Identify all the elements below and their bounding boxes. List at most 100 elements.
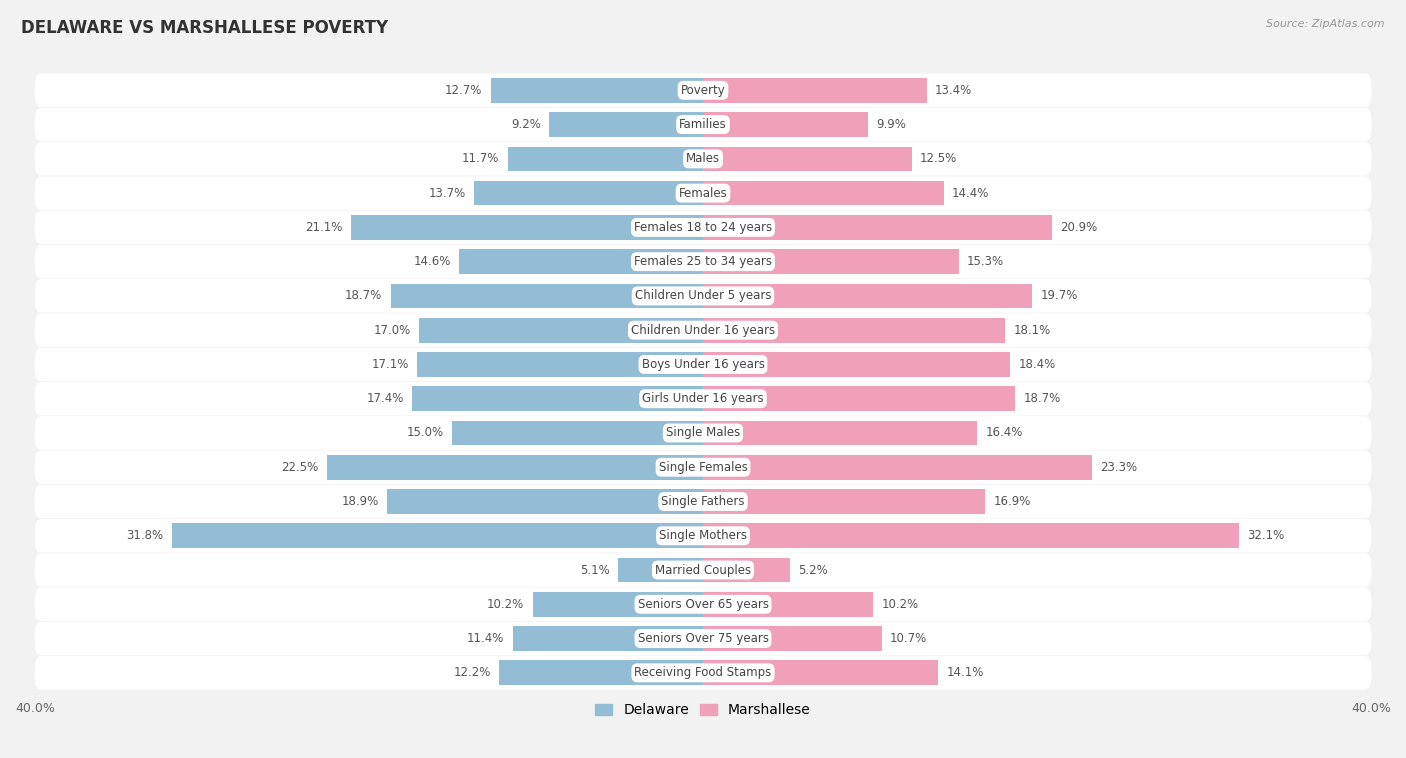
FancyBboxPatch shape	[35, 313, 1371, 347]
FancyBboxPatch shape	[35, 245, 1371, 278]
Text: 12.7%: 12.7%	[446, 84, 482, 97]
Text: 16.9%: 16.9%	[994, 495, 1031, 508]
Bar	[703, 215, 1052, 240]
FancyBboxPatch shape	[35, 382, 1371, 415]
Text: 20.9%: 20.9%	[1060, 221, 1098, 234]
Text: 14.1%: 14.1%	[946, 666, 984, 679]
FancyBboxPatch shape	[35, 553, 1371, 587]
Text: 22.5%: 22.5%	[281, 461, 319, 474]
Text: 32.1%: 32.1%	[1247, 529, 1285, 542]
Text: Children Under 16 years: Children Under 16 years	[631, 324, 775, 337]
Bar	[412, 387, 703, 411]
Bar	[491, 78, 703, 102]
Text: Seniors Over 75 years: Seniors Over 75 years	[637, 632, 769, 645]
Bar	[533, 592, 703, 617]
Bar	[703, 660, 938, 685]
Text: 19.7%: 19.7%	[1040, 290, 1078, 302]
Text: Single Fathers: Single Fathers	[661, 495, 745, 508]
Text: Source: ZipAtlas.com: Source: ZipAtlas.com	[1267, 19, 1385, 29]
Bar	[703, 283, 1032, 309]
Bar	[703, 455, 1092, 480]
Bar	[703, 626, 882, 651]
FancyBboxPatch shape	[35, 416, 1371, 449]
Bar	[703, 352, 1011, 377]
Text: 11.7%: 11.7%	[461, 152, 499, 165]
Bar	[703, 112, 869, 137]
FancyBboxPatch shape	[35, 484, 1371, 518]
Text: Single Males: Single Males	[666, 427, 740, 440]
Text: Families: Families	[679, 118, 727, 131]
Bar	[703, 146, 911, 171]
Text: 31.8%: 31.8%	[127, 529, 163, 542]
Bar	[172, 524, 703, 548]
Text: 13.4%: 13.4%	[935, 84, 973, 97]
FancyBboxPatch shape	[35, 656, 1371, 690]
Text: Single Mothers: Single Mothers	[659, 529, 747, 542]
Text: 12.2%: 12.2%	[454, 666, 491, 679]
Bar	[460, 249, 703, 274]
Bar	[474, 181, 703, 205]
Text: 14.6%: 14.6%	[413, 255, 451, 268]
FancyBboxPatch shape	[35, 142, 1371, 176]
Text: 11.4%: 11.4%	[467, 632, 505, 645]
Bar	[703, 387, 1015, 411]
Bar	[513, 626, 703, 651]
Bar	[703, 592, 873, 617]
Text: Females 18 to 24 years: Females 18 to 24 years	[634, 221, 772, 234]
Bar	[703, 249, 959, 274]
Text: 10.7%: 10.7%	[890, 632, 928, 645]
Bar	[328, 455, 703, 480]
Text: 13.7%: 13.7%	[429, 186, 465, 199]
Text: 18.9%: 18.9%	[342, 495, 380, 508]
Bar	[508, 146, 703, 171]
Bar	[703, 524, 1239, 548]
Text: Boys Under 16 years: Boys Under 16 years	[641, 358, 765, 371]
Text: Single Females: Single Females	[658, 461, 748, 474]
Text: 15.3%: 15.3%	[967, 255, 1004, 268]
Bar	[550, 112, 703, 137]
Text: 17.1%: 17.1%	[371, 358, 409, 371]
Bar	[387, 489, 703, 514]
Text: 5.2%: 5.2%	[799, 563, 828, 577]
Text: 18.4%: 18.4%	[1019, 358, 1056, 371]
Bar	[703, 421, 977, 445]
Text: 5.1%: 5.1%	[579, 563, 609, 577]
Text: 18.1%: 18.1%	[1014, 324, 1050, 337]
Bar	[617, 558, 703, 582]
Text: 16.4%: 16.4%	[986, 427, 1022, 440]
Bar	[419, 318, 703, 343]
Text: Poverty: Poverty	[681, 84, 725, 97]
Bar	[703, 558, 790, 582]
Legend: Delaware, Marshallese: Delaware, Marshallese	[591, 697, 815, 722]
FancyBboxPatch shape	[35, 519, 1371, 553]
Text: 10.2%: 10.2%	[486, 598, 524, 611]
Bar	[703, 78, 927, 102]
Text: 23.3%: 23.3%	[1101, 461, 1137, 474]
Text: Married Couples: Married Couples	[655, 563, 751, 577]
Bar	[453, 421, 703, 445]
Text: 9.9%: 9.9%	[877, 118, 907, 131]
Text: DELAWARE VS MARSHALLESE POVERTY: DELAWARE VS MARSHALLESE POVERTY	[21, 19, 388, 37]
FancyBboxPatch shape	[35, 348, 1371, 381]
FancyBboxPatch shape	[35, 622, 1371, 656]
FancyBboxPatch shape	[35, 587, 1371, 621]
Bar	[703, 181, 943, 205]
Text: 17.0%: 17.0%	[374, 324, 411, 337]
Text: Seniors Over 65 years: Seniors Over 65 years	[637, 598, 769, 611]
Text: 18.7%: 18.7%	[344, 290, 382, 302]
Text: 15.0%: 15.0%	[406, 427, 444, 440]
Bar	[499, 660, 703, 685]
FancyBboxPatch shape	[35, 211, 1371, 244]
Text: Receiving Food Stamps: Receiving Food Stamps	[634, 666, 772, 679]
Text: 14.4%: 14.4%	[952, 186, 990, 199]
Bar	[418, 352, 703, 377]
Text: 17.4%: 17.4%	[367, 392, 404, 406]
Text: Girls Under 16 years: Girls Under 16 years	[643, 392, 763, 406]
FancyBboxPatch shape	[35, 177, 1371, 210]
FancyBboxPatch shape	[35, 450, 1371, 484]
Bar	[350, 215, 703, 240]
FancyBboxPatch shape	[35, 279, 1371, 313]
Text: 12.5%: 12.5%	[920, 152, 957, 165]
Bar	[391, 283, 703, 309]
Text: Children Under 5 years: Children Under 5 years	[634, 290, 772, 302]
